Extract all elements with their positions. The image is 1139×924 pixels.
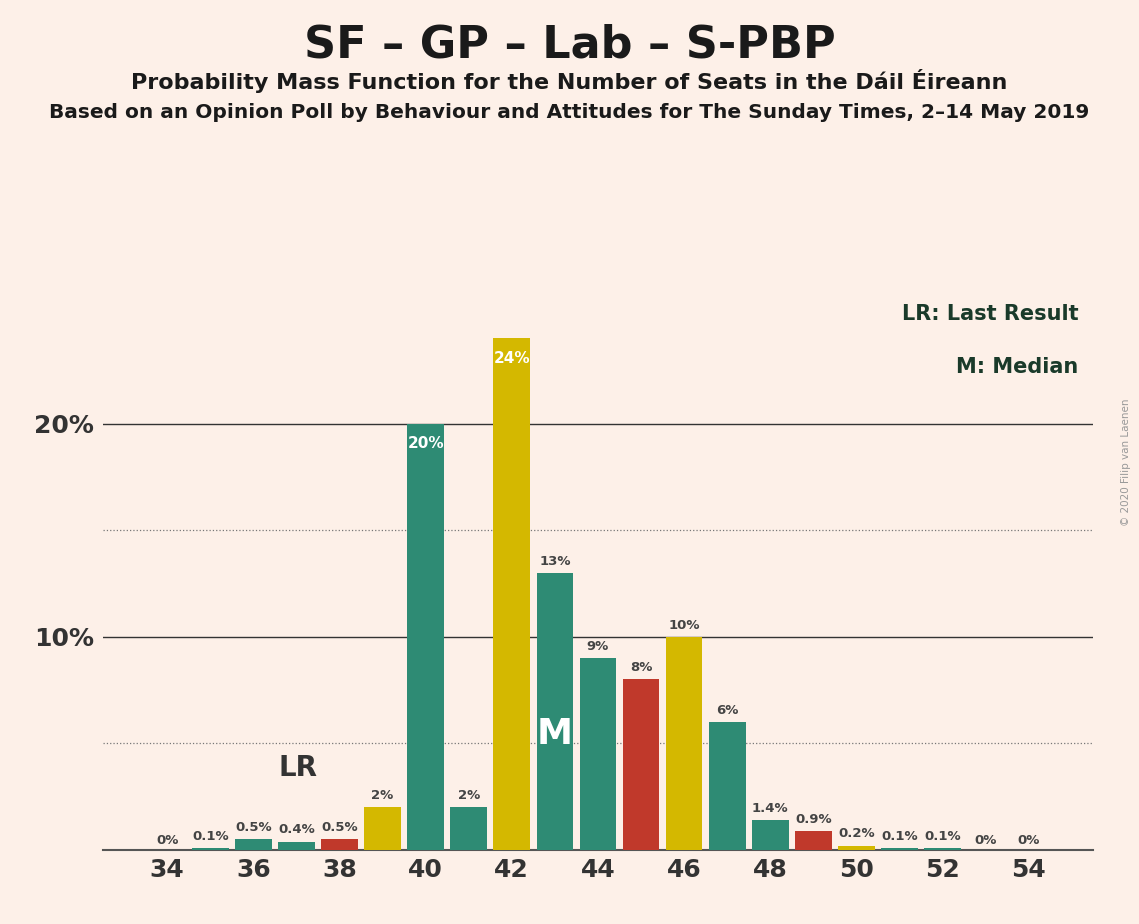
Bar (752, 821, 788, 850)
Text: 0.1%: 0.1% (882, 830, 918, 843)
Text: Probability Mass Function for the Number of Seats in the Dáil Éireann: Probability Mass Function for the Number… (131, 69, 1008, 93)
Text: 2%: 2% (458, 789, 480, 802)
Text: 10%: 10% (669, 618, 699, 631)
Text: 0.4%: 0.4% (278, 823, 314, 836)
Text: 0%: 0% (975, 833, 997, 847)
Bar (450, 808, 487, 850)
Text: SF – GP – Lab – S-PBP: SF – GP – Lab – S-PBP (304, 23, 835, 67)
Bar (838, 845, 875, 850)
Text: 2%: 2% (371, 789, 394, 802)
Text: M: Median: M: Median (957, 357, 1079, 377)
Text: © 2020 Filip van Laenen: © 2020 Filip van Laenen (1121, 398, 1131, 526)
Text: 0%: 0% (1017, 833, 1040, 847)
Text: 0.1%: 0.1% (191, 830, 229, 843)
Bar (191, 848, 229, 850)
Text: 0.1%: 0.1% (925, 830, 961, 843)
Text: LR: LR (279, 754, 318, 782)
Bar (321, 839, 358, 850)
Text: 0.9%: 0.9% (795, 812, 831, 825)
Text: 20%: 20% (408, 436, 444, 452)
Text: 1.4%: 1.4% (752, 802, 788, 815)
Text: 0.5%: 0.5% (235, 821, 271, 834)
Bar (623, 679, 659, 850)
Bar (666, 637, 703, 850)
Bar (364, 808, 401, 850)
Text: 0%: 0% (156, 833, 179, 847)
Bar (795, 831, 831, 850)
Bar (925, 848, 961, 850)
Bar (536, 573, 573, 850)
Text: 0.2%: 0.2% (838, 828, 875, 841)
Text: 0.5%: 0.5% (321, 821, 358, 834)
Text: 24%: 24% (493, 351, 530, 366)
Bar (708, 723, 746, 850)
Bar (408, 423, 444, 850)
Bar (235, 839, 271, 850)
Text: 6%: 6% (716, 704, 738, 717)
Text: Based on an Opinion Poll by Behaviour and Attitudes for The Sunday Times, 2–14 M: Based on an Opinion Poll by Behaviour an… (49, 103, 1090, 123)
Bar (493, 338, 530, 850)
Text: M: M (536, 717, 573, 750)
Text: LR: Last Result: LR: Last Result (902, 304, 1079, 324)
Bar (580, 658, 616, 850)
Text: 8%: 8% (630, 662, 653, 675)
Text: 9%: 9% (587, 639, 609, 653)
Text: 13%: 13% (539, 554, 571, 567)
Bar (882, 848, 918, 850)
Bar (278, 842, 314, 850)
